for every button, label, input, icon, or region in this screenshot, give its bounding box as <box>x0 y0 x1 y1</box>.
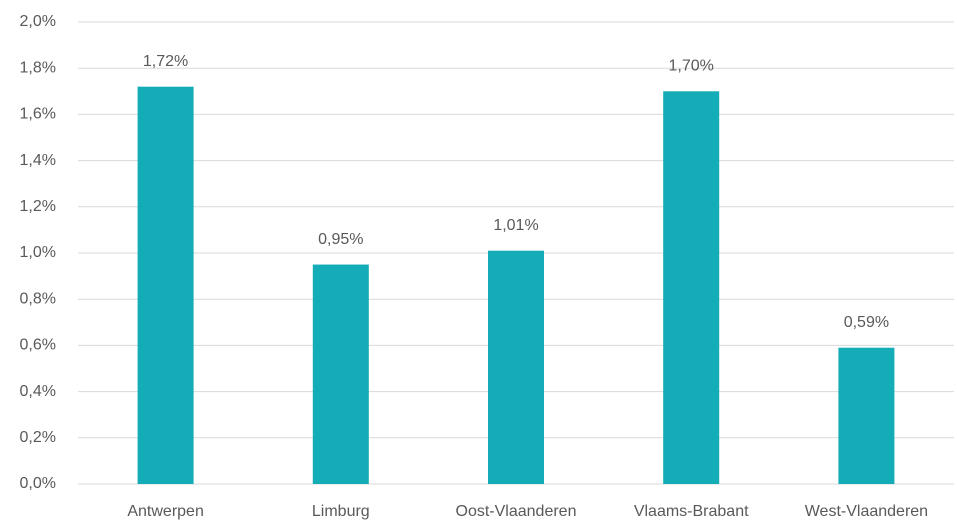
bar <box>488 250 544 484</box>
x-tick-label: Antwerpen <box>127 503 204 520</box>
bar <box>663 91 720 485</box>
x-tick-label: Limburg <box>312 503 370 520</box>
value-label: 0,95% <box>318 231 363 248</box>
y-tick-label: 0,2% <box>20 429 56 446</box>
x-tick-label: West-Vlaanderen <box>805 503 928 520</box>
y-tick-label: 2,0% <box>20 13 56 30</box>
value-label: 1,70% <box>669 58 714 75</box>
bar <box>838 347 895 484</box>
y-tick-label: 0,8% <box>20 290 56 307</box>
x-tick-label: Oost-Vlaanderen <box>456 503 577 520</box>
value-label: 1,72% <box>143 53 188 70</box>
x-tick-label: Vlaams-Brabant <box>634 503 749 520</box>
y-tick-label: 0,0% <box>20 475 56 492</box>
bar <box>312 264 369 484</box>
y-tick-label: 0,4% <box>20 383 56 400</box>
y-tick-label: 0,6% <box>20 337 56 354</box>
y-tick-label: 1,6% <box>20 106 56 123</box>
value-label: 0,59% <box>844 314 889 331</box>
y-tick-label: 1,8% <box>20 59 56 76</box>
y-tick-label: 1,4% <box>20 152 56 169</box>
bar <box>137 86 194 485</box>
y-tick-label: 1,0% <box>20 244 56 261</box>
y-tick-label: 1,2% <box>20 198 56 215</box>
value-label: 1,01% <box>493 217 538 234</box>
